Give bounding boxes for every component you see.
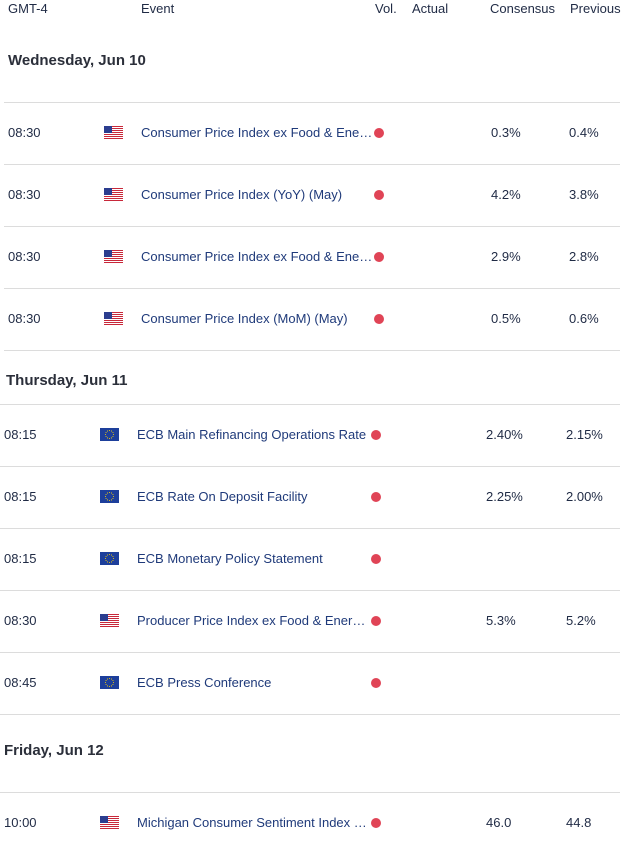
event-name-link[interactable]: ECB Rate On Deposit Facility <box>137 489 308 504</box>
event-name-link[interactable]: ECB Monetary Policy Statement <box>137 551 323 566</box>
eu-flag-icon <box>100 676 119 689</box>
importance-high-icon <box>374 128 384 138</box>
event-row[interactable]: 08:30 Consumer Price Index ex Food & Ener… <box>0 102 624 164</box>
row-divider <box>0 404 620 405</box>
event-name-link[interactable]: Consumer Price Index ex Food & Energy (Y… <box>141 249 373 264</box>
us-flag-icon <box>104 188 123 201</box>
previous-value: 2.8% <box>569 249 599 264</box>
consensus-column-header: Consensus <box>490 1 556 16</box>
row-divider <box>0 466 620 467</box>
consensus-value: 4.2% <box>491 187 521 202</box>
previous-value: 44.8 <box>566 815 592 830</box>
event-name-link[interactable]: Michigan Consumer Sentiment Index (Jun) <box>137 815 369 830</box>
importance-high-icon <box>374 190 384 200</box>
actual-column-header: Actual <box>412 1 449 16</box>
event-row[interactable]: 08:30 Consumer Price Index (YoY) (May) 4.2… <box>0 164 624 226</box>
row-divider <box>0 792 620 793</box>
previous-value: 0.6% <box>569 311 599 326</box>
row-divider <box>4 102 620 103</box>
event-time: 08:15 <box>4 551 37 566</box>
row-divider <box>0 714 620 715</box>
day-heading: Thursday, Jun 11 <box>6 372 128 389</box>
consensus-value: 5.3% <box>486 613 516 628</box>
event-name-link[interactable]: ECB Press Conference <box>137 675 272 690</box>
importance-high-icon <box>374 314 384 324</box>
importance-high-icon <box>374 252 384 262</box>
row-divider <box>0 528 620 529</box>
eu-flag-icon <box>100 552 119 565</box>
event-row[interactable]: 08:15 ECB Rate On Deposit Facility 2.25% 2.… <box>0 466 624 528</box>
importance-high-icon <box>371 818 381 828</box>
event-time: 08:30 <box>8 249 41 264</box>
event-row[interactable]: 08:30 Consumer Price Index ex Food & Ener… <box>0 226 624 288</box>
event-time: 08:15 <box>4 489 37 504</box>
us-flag-icon <box>104 126 123 139</box>
event-time: 08:30 <box>8 311 41 326</box>
event-name-link[interactable]: Consumer Price Index (YoY) (May) <box>141 187 343 202</box>
day-heading: Friday, Jun 12 <box>4 742 104 759</box>
us-flag-icon <box>104 250 123 263</box>
calendar-header: GMT-4 Event Vol. Actual Consensus Previo… <box>0 0 624 18</box>
row-divider <box>0 590 620 591</box>
row-divider <box>4 288 620 289</box>
consensus-value: 2.9% <box>491 249 521 264</box>
day-heading: Wednesday, Jun 10 <box>8 52 146 69</box>
consensus-value: 2.40% <box>486 427 523 442</box>
importance-high-icon <box>371 554 381 564</box>
event-row[interactable]: 08:15 ECB Monetary Policy Statement <box>0 528 624 590</box>
event-time: 08:30 <box>8 187 41 202</box>
importance-high-icon <box>371 678 381 688</box>
event-time: 08:30 <box>4 613 37 628</box>
eu-flag-icon <box>100 428 119 441</box>
eu-flag-icon <box>100 490 119 503</box>
event-name-link[interactable]: Consumer Price Index (MoM) (May) <box>141 311 348 326</box>
previous-value: 2.15% <box>566 427 603 442</box>
importance-high-icon <box>371 430 381 440</box>
event-time: 08:15 <box>4 427 37 442</box>
importance-high-icon <box>371 616 381 626</box>
us-flag-icon <box>100 816 119 829</box>
consensus-value: 0.5% <box>491 311 521 326</box>
previous-value: 3.8% <box>569 187 599 202</box>
event-row[interactable]: 08:15 ECB Main Refinancing Operations Rat… <box>0 404 624 466</box>
event-name-link[interactable]: Consumer Price Index ex Food & Energy (Y… <box>141 125 373 140</box>
consensus-value: 46.0 <box>486 815 512 830</box>
us-flag-icon <box>104 312 123 325</box>
row-divider <box>4 164 620 165</box>
previous-column-header: Previous <box>570 1 621 16</box>
event-time: 08:30 <box>8 125 41 140</box>
event-row[interactable]: 08:30 Producer Price Index ex Food & Ener… <box>0 590 624 652</box>
row-divider <box>4 350 620 351</box>
previous-value: 0.4% <box>569 125 599 140</box>
event-column-header: Event <box>141 1 175 16</box>
row-divider <box>0 652 620 653</box>
importance-high-icon <box>371 492 381 502</box>
previous-value: 5.2% <box>566 613 596 628</box>
event-name-link[interactable]: Producer Price Index ex Food & Energy (Y… <box>137 613 369 628</box>
event-time: 08:45 <box>4 675 37 690</box>
event-name-link[interactable]: ECB Main Refinancing Operations Rate <box>137 427 367 442</box>
us-flag-icon <box>100 614 119 627</box>
previous-value: 2.00% <box>566 489 603 504</box>
row-divider <box>4 226 620 227</box>
event-row[interactable]: 10:00 Michigan Consumer Sentiment Index (… <box>0 792 624 854</box>
vol-column-header: Vol. <box>375 1 397 16</box>
consensus-value: 2.25% <box>486 489 523 504</box>
event-row[interactable]: 08:30 Consumer Price Index (MoM) (May) 0.5… <box>0 288 624 350</box>
event-row[interactable]: 08:45 ECB Press Conference <box>0 652 624 714</box>
event-time: 10:00 <box>4 815 37 830</box>
consensus-value: 0.3% <box>491 125 521 140</box>
timezone-header[interactable]: GMT-4 <box>8 1 48 16</box>
